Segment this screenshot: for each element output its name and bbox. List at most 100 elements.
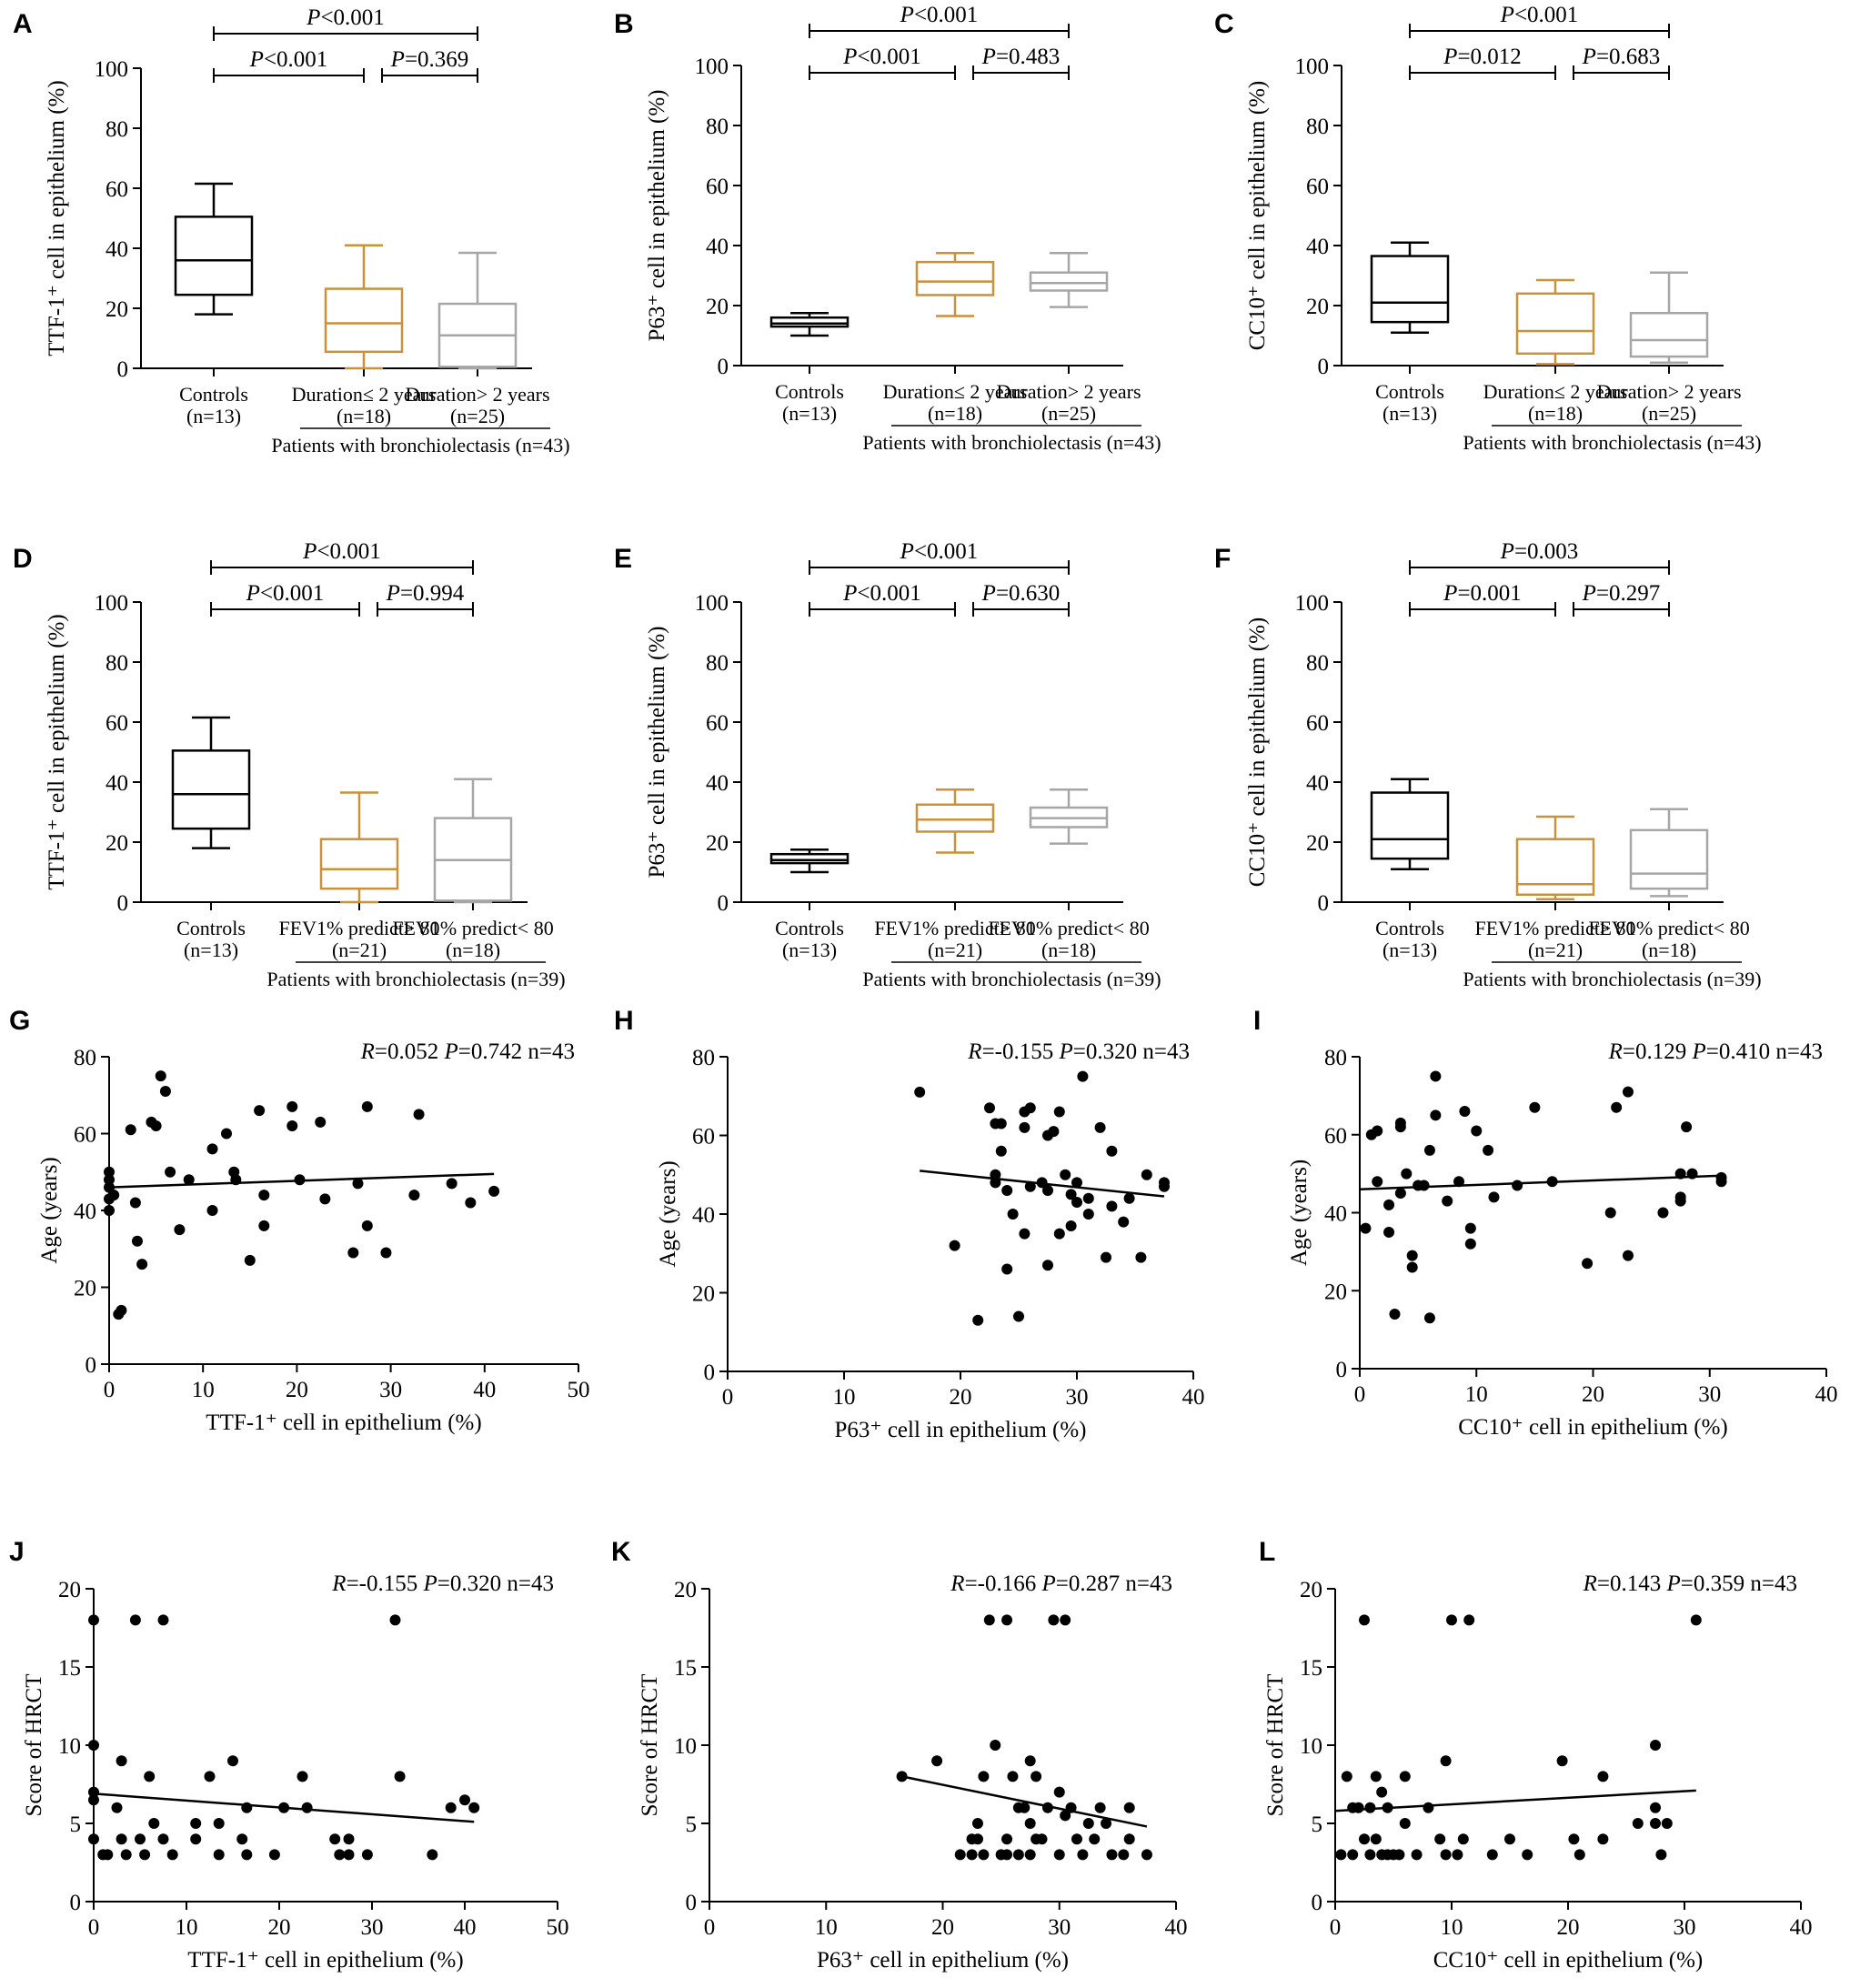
data-point [1071,1197,1082,1209]
p-value-1-2-value: =0.001 [1457,581,1521,606]
category-label: FEV1% predict< 80 [988,917,1149,939]
x-axis-label: TTF-1⁺ cell in epithelium (%) [187,1948,463,1973]
category-n: (n=13) [1382,402,1437,425]
panel-label: D [13,544,33,574]
data-point [1001,1263,1013,1275]
p-value-1-2: P<0.001 [842,45,921,69]
y-tick-label: 40 [692,1203,715,1228]
stat-r-symbol: R [360,1039,375,1064]
y-tick-label: 20 [58,1578,81,1602]
y-axis-label: Age (years) [37,1157,62,1263]
y-axis-label: CC10⁺ cell in epithelium (%) [1245,81,1270,350]
group-label: Patients with bronchiolectasis (n=39) [862,968,1161,990]
p-value-1-3: P<0.001 [1500,3,1579,27]
panel-F: F 0 20 40 60 80 100 CC10⁺ cell in epithelium (%… [1214,539,1762,990]
data-point [1372,1176,1383,1188]
p-value-1-2-value: <0.001 [857,45,920,69]
data-point [1007,1209,1019,1220]
category-n: (n=18) [1642,939,1696,961]
box-iqr [1629,828,1709,890]
data-point [1394,1121,1406,1133]
category-n: (n=18) [446,939,500,961]
box-3 [1629,808,1709,898]
data-point [1106,1145,1118,1157]
p-value-1-3-value: <0.001 [317,539,380,564]
data-point [1123,1802,1135,1813]
box-3 [437,251,518,370]
data-point [1060,1810,1071,1822]
y-tick-label: 40 [1306,235,1329,259]
y-tick-label: 20 [674,1578,697,1602]
data-point [1488,1191,1500,1203]
x-axis-label: P63⁺ cell in epithelium (%) [834,1418,1086,1442]
box-iqr [1515,838,1595,897]
data-point [1031,1771,1042,1782]
y-tick-label: 0 [85,1353,97,1378]
box-1 [1370,778,1450,870]
box-3 [1629,271,1709,364]
x-axis-label: TTF-1⁺ cell in epithelium (%) [206,1411,481,1435]
panel-A: A 0 20 40 60 80 100 TTF-1⁺ cell in epithelium (… [13,5,570,457]
category-label: Controls [1375,917,1444,939]
y-axis-label: Score of HRCT [1263,1674,1288,1817]
category-label: Controls [1375,380,1444,403]
data-point [1463,1614,1475,1626]
category-n: (n=25) [1642,402,1696,425]
panel-K: K 0 5 10 15 20 0 10 20 30 40 P63⁺ cell in epitheliu… [611,1537,1188,1973]
data-point [1082,1209,1094,1220]
data-point [1372,1125,1383,1137]
stat-n: n=43 [1142,1039,1190,1064]
x-axis-label: CC10⁺ cell in epithelium (%) [1458,1415,1727,1440]
data-point [488,1185,500,1197]
stat-n: n=43 [1750,1571,1797,1596]
y-tick-label: 20 [74,1277,96,1301]
data-point [104,1205,115,1216]
p-value-1-3: P<0.001 [900,539,979,564]
x-tick-label: 0 [88,1915,100,1940]
data-point [459,1794,470,1806]
data-point [144,1771,156,1782]
data-point [984,1102,995,1114]
data-point [1141,1169,1152,1180]
stat-p-symbol: P [1059,1039,1073,1064]
category-label: Duration> 2 years [1596,380,1741,403]
y-tick-label: 100 [695,55,729,79]
data-point [297,1771,308,1782]
data-point [116,1304,127,1316]
p-value-1-3-symbol: P [900,3,914,27]
data-point [1042,1185,1053,1197]
box-1 [171,716,251,849]
y-tick-label: 5 [686,1812,698,1837]
data-point [1674,1168,1686,1180]
stat-r-symbol: R [1608,1039,1623,1064]
data-point [165,1166,176,1178]
category-label: Controls [176,917,246,939]
y-axis-label: TTF-1⁺ cell in epithelium (%) [45,80,69,356]
y-tick-label: 20 [692,1282,715,1307]
p-value-1-2: P<0.001 [249,47,328,72]
y-axis-label: Score of HRCT [638,1674,662,1817]
y-axis-label: Age (years) [1287,1160,1312,1266]
p-value-2-3-value: =0.630 [996,581,1060,606]
stat-r-value: =0.129 [1623,1039,1693,1064]
y-tick-label: 100 [1295,55,1330,79]
x-tick-label: 40 [454,1915,477,1940]
y-tick-label: 80 [106,117,128,142]
p-value-2-3-symbol: P [386,581,400,606]
data-point [465,1197,477,1209]
p-value-1-2-symbol: P [842,45,857,69]
data-point [183,1174,195,1186]
box-iqr [1515,292,1595,356]
data-point [1118,1216,1130,1228]
x-tick-label: 30 [1048,1915,1071,1940]
p-value-1-2-value: <0.001 [857,581,920,606]
category-n: (n=25) [450,405,505,427]
stat-p-symbol: P [444,1039,458,1064]
panel-label: G [9,1006,30,1036]
data-point [155,1070,166,1082]
y-tick-label: 60 [106,177,128,202]
box-3 [1029,252,1109,308]
data-point [1464,1222,1476,1234]
x-tick-label: 10 [833,1385,856,1410]
category-n: (n=13) [782,402,837,425]
